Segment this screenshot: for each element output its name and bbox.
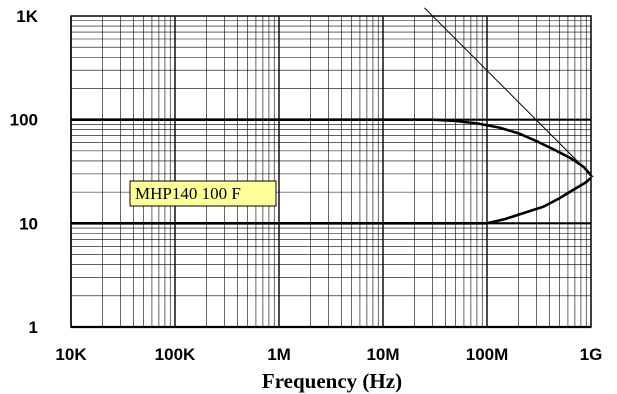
x-tick-label: 10M xyxy=(366,345,399,364)
y-tick-label: 1 xyxy=(29,318,38,337)
plot-frame xyxy=(70,15,592,328)
annotation-label: MHP140 100 F xyxy=(135,184,241,203)
annotation-box xyxy=(129,180,277,207)
x-tick-label: 10K xyxy=(55,345,87,364)
impedance-curve-upper xyxy=(71,118,592,177)
x-axis-title: Frequency (Hz) xyxy=(262,369,402,393)
x-tick-label: 1G xyxy=(580,345,603,364)
y-tick-labels: 1 10 100 1K xyxy=(10,7,39,337)
chart-annotation: MHP140 100 F xyxy=(129,180,277,207)
major-grid xyxy=(70,16,591,329)
series-layer xyxy=(71,7,594,225)
x-tick-labels: 10K 100K 1M 10M 100M 1G xyxy=(55,345,602,364)
y-tick-label: 100 xyxy=(10,111,38,130)
reference-line xyxy=(424,7,594,178)
minor-grid xyxy=(71,16,591,327)
x-tick-label: 100M xyxy=(466,345,509,364)
y-tick-label: 10 xyxy=(19,214,38,233)
x-tick-label: 100K xyxy=(155,345,196,364)
impedance-curve-lower xyxy=(71,176,592,225)
x-tick-label: 1M xyxy=(267,345,291,364)
y-tick-label: 1K xyxy=(16,7,38,26)
